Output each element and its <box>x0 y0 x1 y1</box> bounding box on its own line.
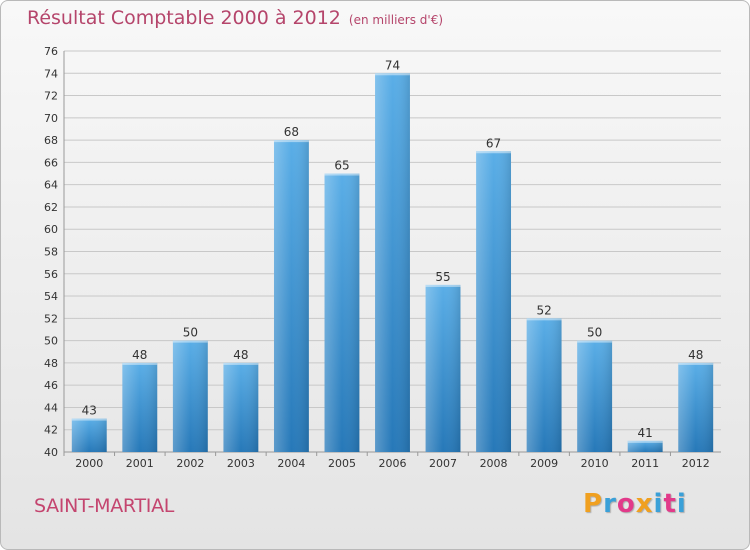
data-label: 55 <box>435 270 450 284</box>
x-tick-label: 2008 <box>480 457 508 470</box>
bar-shade <box>273 140 309 452</box>
bar-shade <box>678 362 714 452</box>
y-tick-label: 76 <box>44 45 58 58</box>
bar-shade <box>577 340 613 452</box>
bar-top-highlight <box>375 73 410 76</box>
bar-shade <box>375 73 410 453</box>
y-tick-label: 64 <box>44 179 58 192</box>
x-tick-label: 2011 <box>631 457 659 470</box>
bar-shade <box>476 151 512 452</box>
chart-title: Résultat Comptable 2000 à 2012 (en millie… <box>27 7 443 29</box>
y-tick-label: 58 <box>44 246 58 259</box>
bar-top-highlight <box>223 362 259 365</box>
x-tick-label: 2010 <box>581 457 609 470</box>
logo-letter: i <box>653 489 664 519</box>
bar-top-highlight <box>526 318 562 321</box>
y-tick-label: 70 <box>44 112 58 125</box>
proxiti-logo[interactable]: Proxiti <box>583 489 687 519</box>
x-tick-label: 2005 <box>328 457 356 470</box>
bar-top-highlight <box>425 284 461 287</box>
x-tick-label: 2000 <box>75 457 103 470</box>
x-tick-label: 2004 <box>277 457 305 470</box>
data-label: 41 <box>638 426 653 440</box>
y-tick-label: 52 <box>44 312 58 325</box>
logo-letter: o <box>616 489 636 519</box>
data-label: 48 <box>233 348 248 362</box>
x-tick-label: 2009 <box>530 457 558 470</box>
data-label: 52 <box>536 303 551 317</box>
logo-letter: P <box>583 489 604 519</box>
logo-letter: i <box>676 489 687 519</box>
place-name: SAINT-MARTIAL <box>34 495 175 517</box>
data-label: 48 <box>688 348 703 362</box>
bar-top-highlight <box>476 151 512 154</box>
y-tick-label: 54 <box>44 290 58 303</box>
y-tick-label: 56 <box>44 268 58 281</box>
x-tick-label: 2001 <box>126 457 154 470</box>
bar-top-highlight <box>324 173 360 176</box>
y-tick-label: 40 <box>44 446 58 459</box>
bar-top-highlight <box>627 440 663 443</box>
bar-top-highlight <box>71 418 107 421</box>
bar-layer: 43 48 50 48 68 65 74 55 67 52 50 41 48 <box>71 58 714 453</box>
x-tick-label: 2007 <box>429 457 457 470</box>
y-tick-label: 74 <box>44 67 58 80</box>
bar-shade <box>324 173 360 452</box>
y-tick-label: 44 <box>44 401 58 414</box>
x-tick-label: 2006 <box>379 457 407 470</box>
chart-title-text: Résultat Comptable 2000 à 2012 <box>27 7 341 29</box>
y-tick-label: 48 <box>44 357 58 370</box>
y-tick-label: 60 <box>44 223 58 236</box>
data-label: 50 <box>587 326 602 340</box>
x-tick-label: 2012 <box>682 457 710 470</box>
bar-top-highlight <box>172 340 208 343</box>
data-label: 68 <box>284 125 299 139</box>
bar-top-highlight <box>678 362 714 365</box>
data-label: 48 <box>132 348 147 362</box>
chart-subtitle: (en milliers d'€) <box>348 13 444 27</box>
bar-shade <box>425 284 461 452</box>
axis-layer: 40 42 44 46 48 50 52 54 56 58 60 62 64 66 68 70 72 74 76 20… <box>44 45 721 470</box>
y-tick-label: 50 <box>44 335 58 348</box>
bar-shade <box>71 418 107 452</box>
bar-top-highlight <box>122 362 158 365</box>
bar-shade <box>172 340 208 452</box>
y-tick-label: 66 <box>44 156 58 169</box>
y-tick-label: 62 <box>44 201 58 214</box>
bar-shade <box>223 362 259 452</box>
x-tick-label: 2002 <box>176 457 204 470</box>
bar-shade <box>526 318 562 452</box>
logo-letter: x <box>635 489 654 519</box>
bar-top-highlight <box>273 140 309 143</box>
data-label: 67 <box>486 136 501 150</box>
y-tick-label: 46 <box>44 379 58 392</box>
x-tick-label: 2003 <box>227 457 255 470</box>
data-label: 65 <box>334 159 349 173</box>
y-tick-label: 72 <box>44 90 58 103</box>
y-tick-label: 42 <box>44 424 58 437</box>
bar-top-highlight <box>577 340 613 343</box>
data-label: 50 <box>183 326 198 340</box>
bar-shade <box>122 362 158 452</box>
logo-letter: t <box>663 489 677 519</box>
y-tick-label: 68 <box>44 134 58 147</box>
bar-shade <box>627 440 663 452</box>
data-label: 74 <box>385 58 400 72</box>
logo-letter: r <box>603 489 617 519</box>
data-label: 43 <box>82 404 97 418</box>
